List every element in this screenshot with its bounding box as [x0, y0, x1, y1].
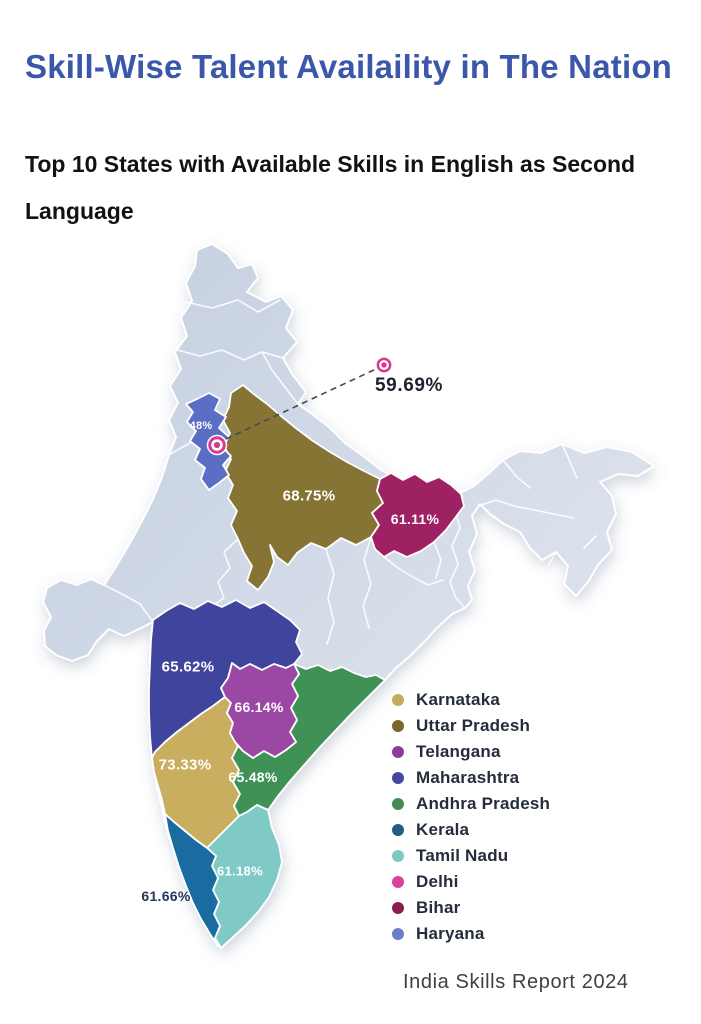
label-bihar-value: 61.11%	[390, 511, 440, 527]
label-andhra-pradesh-value: 65.48%	[228, 769, 278, 785]
legend-item-tamil-nadu: Tamil Nadu	[392, 843, 550, 869]
legend-label-karnataka: Karnataka	[416, 690, 501, 709]
legend-dot-maharashtra	[392, 772, 404, 784]
legend-label-telangana: Telangana	[416, 742, 501, 761]
legend-label-kerala: Kerala	[416, 820, 470, 839]
label-tamil-nadu-value: 61.18%	[217, 863, 263, 879]
legend-item-karnataka: Karnataka	[392, 687, 550, 713]
source-attribution: India Skills Report 2024	[403, 971, 629, 993]
page-subtitle: Top 10 States with Available Skills in E…	[25, 151, 636, 225]
legend-dot-kerala	[392, 824, 404, 836]
legend-dot-uttar-pradesh	[392, 720, 404, 732]
label-uttar-pradesh-value: 68.75%	[282, 487, 336, 505]
label-kerala-value: 61.66%	[141, 888, 191, 904]
legend-item-andhra-pradesh: Andhra Pradesh	[392, 791, 550, 817]
state-uttar-pradesh	[222, 384, 384, 591]
legend-item-delhi: Delhi	[392, 869, 550, 895]
legend-item-uttar-pradesh: Uttar Pradesh	[392, 713, 550, 739]
state-kerala	[164, 813, 221, 947]
legend-dot-karnataka	[392, 694, 404, 706]
legend-dot-telangana	[392, 746, 404, 758]
legend-dot-haryana	[392, 928, 404, 940]
delhi-callout-line	[225, 368, 377, 440]
legend-label-haryana: Haryana	[416, 924, 485, 943]
state-telangana	[220, 662, 300, 759]
legend-item-kerala: Kerala	[392, 817, 550, 843]
legend-label-uttar-pradesh: Uttar Pradesh	[416, 716, 531, 735]
legend-item-maharashtra: Maharashtra	[392, 765, 550, 791]
legend-label-bihar: Bihar	[416, 898, 461, 917]
delhi-callout-marker	[375, 356, 393, 374]
legend-label-delhi: Delhi	[416, 872, 459, 891]
legend-dot-delhi	[392, 876, 404, 888]
label-haryana-value: 48%	[189, 420, 213, 432]
legend-label-maharashtra: Maharashtra	[416, 768, 520, 787]
state-borders	[103, 299, 597, 645]
page-title: Skill-Wise Talent Availaility in The Nat…	[25, 48, 673, 86]
india-silhouette	[42, 243, 655, 949]
legend-item-haryana: Haryana	[392, 921, 550, 947]
label-karnataka-value: 73.33%	[158, 756, 212, 774]
label-maharashtra-value: 65.62%	[161, 658, 215, 676]
state-bihar	[370, 472, 465, 558]
legend-dot-tamil-nadu	[392, 850, 404, 862]
legend-item-telangana: Telangana	[392, 739, 550, 765]
legend-item-bihar: Bihar	[392, 895, 550, 921]
legend: Karnataka Uttar Pradesh Telangana Mahara…	[392, 687, 550, 947]
legend-label-andhra-pradesh: Andhra Pradesh	[416, 794, 551, 813]
delhi-marker	[206, 434, 228, 456]
label-telangana-value: 66.14%	[234, 699, 284, 715]
legend-dot-andhra-pradesh	[392, 798, 404, 810]
legend-dot-bihar	[392, 902, 404, 914]
legend-label-tamil-nadu: Tamil Nadu	[416, 846, 509, 865]
label-delhi-value: 59.69%	[375, 375, 444, 396]
